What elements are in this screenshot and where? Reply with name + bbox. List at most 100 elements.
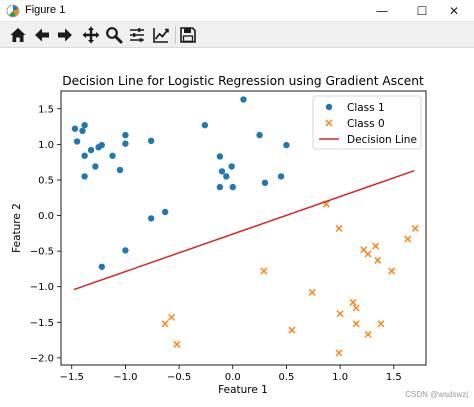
configure-subplots-button[interactable]	[127, 25, 147, 45]
x-tick-label: 1.0	[332, 372, 348, 383]
class1-point	[283, 141, 290, 149]
class0-point	[374, 256, 382, 264]
class1-point	[122, 131, 129, 139]
y-axis-label: Feature 2	[11, 203, 23, 253]
class0-point	[404, 235, 412, 243]
class1-point	[81, 173, 88, 180]
legend-label: Class 0	[347, 118, 385, 130]
close-button[interactable]: ✕	[434, 0, 474, 22]
class0-point	[377, 320, 385, 328]
pan-icon	[82, 26, 100, 44]
decision-line	[73, 170, 415, 291]
class0-point	[352, 320, 360, 328]
y-tick-label: −2.0	[30, 353, 54, 364]
y-tick-label: −0.5	[30, 247, 54, 258]
class0-point	[352, 304, 360, 312]
class1-point	[109, 152, 116, 159]
forward-arrow-icon	[58, 28, 72, 42]
class1-point	[81, 121, 88, 129]
class1-point	[87, 146, 95, 154]
class0-point	[411, 224, 419, 232]
class0-point	[364, 250, 372, 258]
class1-point	[92, 163, 99, 170]
edit-axis-icon	[153, 28, 169, 43]
class1-point	[122, 247, 129, 254]
class1-point	[98, 141, 105, 149]
window-title: Figure 1	[25, 4, 66, 16]
class1-point	[229, 183, 236, 191]
class1-point	[147, 137, 155, 145]
class0-point	[173, 340, 181, 348]
x-tick-label: 0.0	[225, 372, 241, 383]
x-tick-label: 1.5	[386, 372, 402, 383]
class1-point	[223, 173, 230, 180]
class1-point	[201, 121, 209, 129]
axes-frame	[60, 90, 427, 366]
toolbar-separator	[175, 26, 176, 44]
class1-point	[256, 131, 263, 139]
y-tick-label: 1.5	[38, 104, 54, 115]
forward-button[interactable]	[55, 25, 75, 45]
maximize-icon: ☐	[416, 4, 428, 18]
save-icon	[180, 27, 196, 43]
close-icon: ✕	[448, 4, 460, 18]
maximize-button[interactable]: ☐	[402, 0, 442, 22]
legend-circle-swatch	[325, 103, 333, 111]
class1-point	[79, 127, 86, 135]
class1-point	[240, 96, 247, 103]
class1-point	[71, 125, 79, 132]
matplotlib-icon	[6, 4, 20, 18]
minimize-button[interactable]: —	[362, 0, 402, 22]
x-tick-label: 0.5	[278, 372, 294, 383]
figure-canvas[interactable]: Decision Line for Logistic Regression us…	[0, 48, 474, 403]
class0-point	[336, 310, 344, 318]
home-button[interactable]	[8, 25, 28, 45]
legend-frame	[312, 95, 422, 150]
class0-point	[364, 330, 372, 338]
y-tick-label: 1.0	[38, 140, 54, 151]
y-tick-label: 0.0	[38, 211, 54, 222]
scatter-chart: Decision Line for Logistic Regression us…	[11, 74, 427, 396]
zoom-icon	[106, 27, 123, 44]
y-axis: 1.5 1.0 0.5 0.0 −0.5 −1.0 −1.5 −2.0	[30, 104, 61, 364]
class0-point	[161, 320, 169, 328]
class0-point	[260, 267, 268, 275]
class0-point	[388, 267, 396, 275]
class1-point	[73, 138, 81, 145]
class1-point	[216, 153, 224, 160]
legend-cross-swatch	[325, 119, 333, 127]
class1-point	[122, 140, 129, 147]
watermark: CSDN @wsdswzj	[405, 390, 468, 399]
configure-subplots-icon	[130, 28, 144, 42]
class1-point	[81, 152, 88, 159]
chart-title: Decision Line for Logistic Regression us…	[62, 74, 424, 88]
class1-point	[228, 163, 235, 170]
minimize-icon: —	[376, 4, 388, 18]
y-tick-label: −1.0	[30, 282, 54, 293]
navigation-toolbar	[0, 22, 474, 48]
class0-point	[349, 298, 357, 306]
edit-axis-button[interactable]	[151, 25, 171, 45]
save-button[interactable]	[178, 25, 198, 45]
class1-point	[218, 168, 226, 175]
x-tick-label: −1.0	[113, 372, 137, 383]
x-tick-label: −0.5	[167, 372, 191, 383]
pan-button[interactable]	[81, 25, 101, 45]
class1-point	[147, 215, 155, 222]
plot-content	[71, 96, 419, 357]
x-axis-label: Feature 1	[218, 384, 268, 396]
back-button[interactable]	[32, 25, 52, 45]
y-tick-label: 0.5	[38, 175, 54, 186]
window-titlebar: Figure 1 — ☐ ✕	[0, 0, 474, 22]
back-arrow-icon	[35, 28, 49, 42]
class1-point	[216, 183, 224, 191]
class1-point	[116, 166, 124, 174]
home-icon	[10, 28, 26, 42]
class1-point	[98, 263, 105, 270]
class1-point	[277, 173, 285, 180]
legend: Class 1 Class 0 Decision Line	[312, 95, 422, 150]
y-tick-label: −1.5	[30, 318, 54, 329]
zoom-button[interactable]	[104, 25, 124, 45]
class0-point	[335, 224, 343, 232]
x-tick-label: −1.5	[60, 372, 84, 383]
